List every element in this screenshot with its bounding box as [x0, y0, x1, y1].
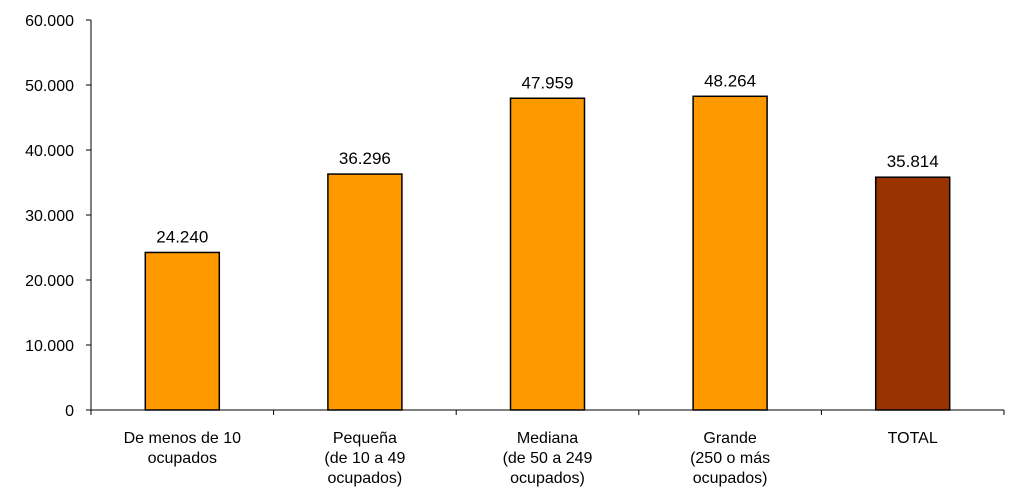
category-label-line: (250 o más — [690, 450, 770, 467]
category-label-line: (de 10 a 49 — [324, 450, 405, 467]
y-tick-label: 60.000 — [25, 13, 74, 30]
bar — [144, 251, 221, 411]
y-tick-label: 30.000 — [25, 208, 74, 225]
category-label-line: ocupados) — [510, 470, 585, 487]
data-labels: 24.240 36.296 47.959 48.264 35.814 — [156, 71, 938, 246]
category-label-line: Pequeña — [333, 430, 397, 447]
data-label: 48.264 — [704, 71, 756, 90]
category-label: Pequeña (de 10 a 49 ocupados) — [324, 430, 405, 487]
y-tick-label: 40.000 — [25, 143, 74, 160]
category-label: De menos de 10 ocupados — [124, 430, 242, 467]
data-label: 36.296 — [339, 149, 391, 168]
y-axis-ticks: 0 10.000 20.000 30.000 40.000 50.000 60.000 — [25, 13, 91, 420]
category-label: Grande (250 o más ocupados) — [690, 430, 770, 487]
bar — [692, 95, 768, 411]
data-label: 35.814 — [887, 152, 939, 171]
category-label-line: TOTAL — [888, 430, 938, 447]
bar — [874, 176, 951, 411]
data-label: 47.959 — [522, 73, 574, 92]
category-label: TOTAL — [888, 430, 938, 447]
category-labels: De menos de 10 ocupados Pequeña (de 10 a 49… — [124, 430, 938, 487]
category-label-line: Mediana — [517, 430, 578, 447]
bar — [509, 97, 586, 411]
category-label: Mediana (de 50 a 249 ocupados) — [503, 430, 593, 487]
bars — [144, 95, 951, 411]
y-tick-label: 20.000 — [25, 273, 74, 290]
category-label-line: De menos de 10 — [124, 430, 242, 447]
y-tick-label: 10.000 — [25, 338, 74, 355]
y-tick-label: 0 — [65, 403, 74, 420]
bar — [327, 173, 403, 411]
category-label-line: Grande — [703, 430, 756, 447]
data-label: 24.240 — [156, 227, 208, 246]
category-label-line: ocupados) — [693, 470, 768, 487]
category-label-line: ocupados — [148, 450, 217, 467]
category-label-line: (de 50 a 249 — [503, 450, 593, 467]
y-tick-label: 50.000 — [25, 78, 74, 95]
category-label-line: ocupados) — [328, 470, 403, 487]
